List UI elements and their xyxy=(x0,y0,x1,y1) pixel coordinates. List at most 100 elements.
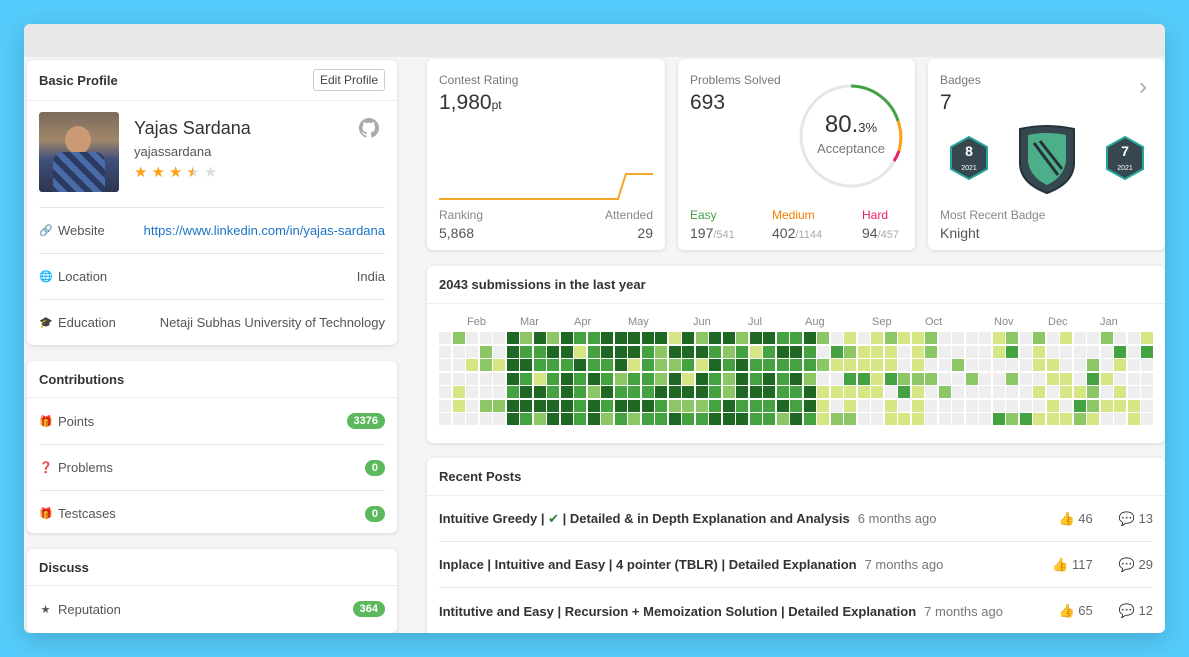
heatmap-cell[interactable] xyxy=(871,345,883,358)
heatmap-cell[interactable] xyxy=(817,359,829,371)
heatmap-cell[interactable] xyxy=(1019,345,1032,358)
heatmap-cell[interactable] xyxy=(574,345,586,358)
heatmap-cell[interactable] xyxy=(857,332,870,344)
heatmap-cell[interactable] xyxy=(506,413,519,425)
heatmap-cell[interactable] xyxy=(763,399,775,412)
heatmap-cell[interactable] xyxy=(965,372,978,385)
edit-profile-button[interactable]: Edit Profile xyxy=(312,69,385,91)
heatmap-cell[interactable] xyxy=(952,345,964,358)
heatmap-cell[interactable] xyxy=(628,345,640,358)
heatmap-cell[interactable] xyxy=(479,413,492,425)
heatmap-cell[interactable] xyxy=(493,399,505,412)
heatmap-cell[interactable] xyxy=(1100,372,1113,385)
heatmap-cell[interactable] xyxy=(547,345,559,358)
heatmap-cell[interactable] xyxy=(965,345,978,358)
heatmap-cell[interactable] xyxy=(898,372,910,385)
post-row[interactable]: Intitutive and Easy | Recursion + Memoiz… xyxy=(439,588,1153,633)
heatmap-cell[interactable] xyxy=(871,359,883,371)
contest-rating-card[interactable]: Contest Rating 1,980pt Ranking 5,868 Att… xyxy=(427,59,665,250)
post-title[interactable]: Intuitive Greedy | ✔ | Detailed & in Dep… xyxy=(439,510,850,526)
heatmap-cell[interactable] xyxy=(1060,345,1072,358)
heatmap-cell[interactable] xyxy=(452,359,465,371)
heatmap-cell[interactable] xyxy=(628,332,640,344)
heatmap-cell[interactable] xyxy=(601,413,613,425)
heatmap-cell[interactable] xyxy=(709,345,721,358)
heatmap-cell[interactable] xyxy=(1019,413,1032,425)
heatmap-cell[interactable] xyxy=(1127,372,1140,385)
heatmap-cell[interactable] xyxy=(655,359,667,371)
heatmap-cell[interactable] xyxy=(857,386,870,398)
heatmap-cell[interactable] xyxy=(803,413,816,425)
heatmap-cell[interactable] xyxy=(1087,399,1099,412)
heatmap-cell[interactable] xyxy=(560,345,573,358)
heatmap-cell[interactable] xyxy=(1046,372,1059,385)
heatmap-cell[interactable] xyxy=(682,332,694,344)
contest-rating-chart[interactable] xyxy=(427,129,665,229)
heatmap-cell[interactable] xyxy=(857,413,870,425)
heatmap-cell[interactable] xyxy=(1033,399,1045,412)
heatmap-cell[interactable] xyxy=(695,372,708,385)
heatmap-cell[interactable] xyxy=(965,399,978,412)
heatmap-cell[interactable] xyxy=(1073,332,1086,344)
heatmap-cell[interactable] xyxy=(871,386,883,398)
heatmap-cell[interactable] xyxy=(506,332,519,344)
github-icon[interactable] xyxy=(357,116,381,140)
heatmap-cell[interactable] xyxy=(790,359,802,371)
heatmap-cell[interactable] xyxy=(493,413,505,425)
heatmap-cell[interactable] xyxy=(830,386,843,398)
heatmap-cell[interactable] xyxy=(722,332,735,344)
heatmap-cell[interactable] xyxy=(992,386,1005,398)
heatmap-cell[interactable] xyxy=(925,359,937,371)
heatmap-cell[interactable] xyxy=(776,399,789,412)
heatmap-cell[interactable] xyxy=(790,413,802,425)
heatmap-cell[interactable] xyxy=(898,359,910,371)
heatmap-cell[interactable] xyxy=(1033,345,1045,358)
heatmap-cell[interactable] xyxy=(776,345,789,358)
heatmap-cell[interactable] xyxy=(722,399,735,412)
heatmap-cell[interactable] xyxy=(884,359,897,371)
heatmap-cell[interactable] xyxy=(1127,345,1140,358)
heatmap-cell[interactable] xyxy=(736,399,748,412)
heatmap-cell[interactable] xyxy=(925,372,937,385)
heatmap-cell[interactable] xyxy=(790,399,802,412)
heatmap-cell[interactable] xyxy=(898,386,910,398)
heatmap-cell[interactable] xyxy=(857,359,870,371)
heatmap-cell[interactable] xyxy=(844,386,856,398)
heatmap-cell[interactable] xyxy=(655,413,667,425)
heatmap-cell[interactable] xyxy=(493,332,505,344)
heatmap-cell[interactable] xyxy=(587,359,600,371)
heatmap-cell[interactable] xyxy=(992,345,1005,358)
heatmap-cell[interactable] xyxy=(736,386,748,398)
heatmap-cell[interactable] xyxy=(830,359,843,371)
heatmap-cell[interactable] xyxy=(628,386,640,398)
heatmap-cell[interactable] xyxy=(830,372,843,385)
heatmap-cell[interactable] xyxy=(682,413,694,425)
heatmap-cell[interactable] xyxy=(641,332,654,344)
heatmap-cell[interactable] xyxy=(439,386,451,398)
heatmap-cell[interactable] xyxy=(979,386,991,398)
heatmap-cell[interactable] xyxy=(668,372,681,385)
heatmap-cell[interactable] xyxy=(1100,345,1113,358)
heatmap-cell[interactable] xyxy=(952,386,964,398)
heatmap-cell[interactable] xyxy=(466,386,478,398)
heatmap-cell[interactable] xyxy=(709,332,721,344)
heatmap-cell[interactable] xyxy=(1019,359,1032,371)
heatmap-cell[interactable] xyxy=(520,386,532,398)
heatmap-cell[interactable] xyxy=(695,359,708,371)
heatmap-cell[interactable] xyxy=(601,399,613,412)
heatmap-cell[interactable] xyxy=(790,386,802,398)
heatmap-cell[interactable] xyxy=(668,386,681,398)
heatmap-cell[interactable] xyxy=(790,345,802,358)
heatmap-cell[interactable] xyxy=(925,399,937,412)
heatmap-cell[interactable] xyxy=(776,372,789,385)
heatmap-cell[interactable] xyxy=(736,359,748,371)
heatmap-cell[interactable] xyxy=(749,399,762,412)
heatmap-cell[interactable] xyxy=(763,359,775,371)
heatmap-cell[interactable] xyxy=(938,372,951,385)
heatmap-cell[interactable] xyxy=(884,413,897,425)
heatmap-cell[interactable] xyxy=(1073,345,1086,358)
heatmap-cell[interactable] xyxy=(1046,399,1059,412)
chevron-right-icon[interactable]: › xyxy=(1139,73,1147,100)
heatmap-cell[interactable] xyxy=(803,399,816,412)
heatmap-cell[interactable] xyxy=(614,413,627,425)
